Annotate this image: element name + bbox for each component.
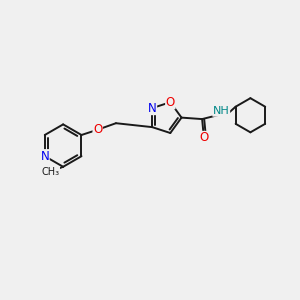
Text: O: O [93, 123, 102, 136]
Text: N: N [148, 102, 157, 115]
Text: CH₃: CH₃ [41, 167, 59, 177]
Text: O: O [166, 96, 175, 109]
Text: O: O [199, 131, 208, 144]
Text: NH: NH [213, 106, 230, 116]
Text: N: N [40, 150, 49, 163]
